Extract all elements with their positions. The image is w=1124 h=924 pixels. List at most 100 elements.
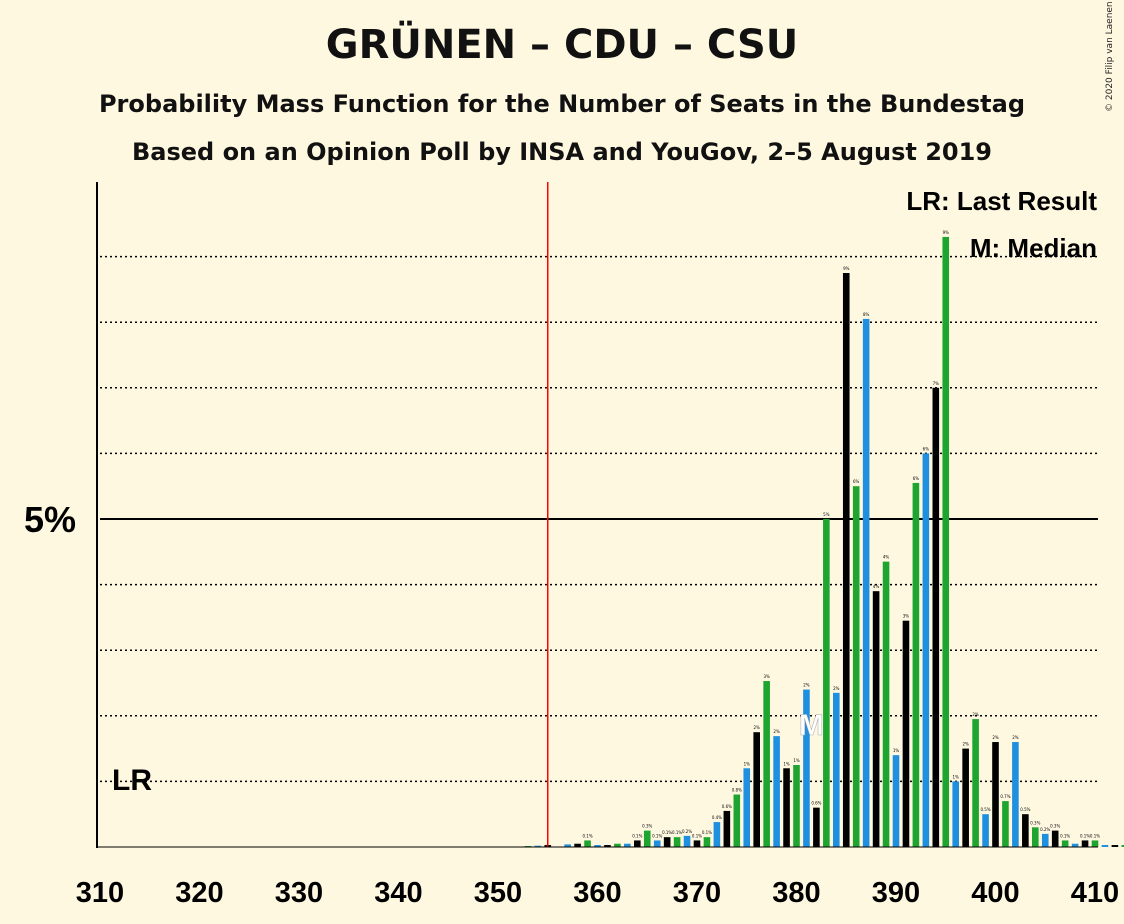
bar-seat-359: [584, 840, 591, 847]
bar-value-label: 1%: [783, 761, 790, 766]
axes: [96, 182, 1098, 848]
bar-seat-402: [1012, 742, 1019, 847]
bar-value-label: 5%: [823, 512, 830, 517]
bar-seat-393: [922, 453, 930, 847]
x-tick-label: 400: [971, 877, 1019, 909]
chart-source-note: Based on an Opinion Poll by INSA and You…: [131, 138, 992, 166]
bar-value-label: 2%: [803, 683, 810, 688]
bar-seat-391: [902, 620, 910, 847]
bar-seat-388: [872, 591, 880, 847]
bar-value-label: 0.7%: [1000, 794, 1010, 799]
bar-seat-376: [753, 732, 760, 847]
x-tick-label: 360: [573, 877, 621, 909]
bar-value-label: 0.3%: [1030, 820, 1040, 825]
bar-value-label: 0.1%: [692, 833, 702, 838]
last-result-marker: LR: [112, 764, 152, 797]
legend-median: M: Median: [970, 233, 1097, 263]
bar-seat-404: [1032, 827, 1039, 847]
bar-value-label: 0.1%: [662, 830, 672, 835]
bar-value-label: 0.8%: [732, 788, 742, 793]
bar-value-label: 0.1%: [652, 833, 662, 838]
bar-value-label: 7%: [933, 381, 940, 386]
bar-seat-401: [1002, 801, 1009, 847]
bar-seat-360: [594, 845, 601, 847]
x-tick-label: 410: [1071, 877, 1119, 909]
bar-value-label: 1%: [744, 761, 751, 766]
bar-seat-394: [932, 387, 940, 847]
median-marker: M: [799, 709, 824, 742]
bar-seat-389: [882, 561, 890, 847]
bar-seat-409: [1081, 840, 1089, 847]
bar-seat-362: [614, 843, 621, 847]
bar-seat-398: [972, 719, 979, 847]
bar-value-label: 8%: [863, 312, 870, 317]
bar-value-label: 0.1%: [1060, 833, 1070, 838]
bar-seat-406: [1051, 830, 1059, 847]
bar-value-label: 1%: [953, 774, 960, 779]
bar-seat-392: [912, 482, 920, 847]
bar-seat-413: [1121, 845, 1124, 847]
x-tick-label: 340: [374, 877, 422, 909]
bar-value-label: 3%: [763, 674, 770, 679]
bar-value-label: 0.2%: [682, 829, 692, 834]
bar-seat-367: [663, 837, 671, 847]
bar-value-label: 0.1%: [1080, 833, 1090, 838]
bar-value-label: 0.1%: [582, 833, 592, 838]
bar-seat-361: [604, 845, 611, 847]
bar-value-label: 0.6%: [722, 804, 732, 809]
x-tick-label: 350: [474, 877, 522, 909]
bar-value-label: 3%: [903, 614, 910, 619]
bar-seat-403: [1022, 814, 1029, 847]
bar-value-label: 0.6%: [811, 801, 821, 806]
x-tick-label: 330: [275, 877, 323, 909]
bar-seat-385: [842, 273, 850, 847]
bar-value-label: 2%: [833, 686, 840, 691]
bar-seat-368: [673, 837, 681, 847]
bar-seat-372: [713, 822, 721, 847]
bar-value-label: 0.4%: [712, 815, 722, 820]
bar-seat-366: [653, 840, 661, 847]
bar-seat-396: [952, 781, 959, 847]
x-tick-label: 370: [673, 877, 721, 909]
bar-seat-390: [892, 755, 900, 847]
bar-value-label: 2%: [773, 729, 780, 734]
bar-value-label: 0.3%: [642, 824, 652, 829]
bar-seat-374: [733, 794, 741, 847]
bar-seat-399: [982, 814, 989, 847]
bar-seat-364: [634, 840, 641, 847]
bar-seat-381: [803, 689, 810, 847]
bar-value-label: 2%: [992, 735, 999, 740]
bar-value-label: 4%: [883, 555, 890, 560]
bar-seat-412: [1111, 845, 1119, 847]
bar-seat-373: [723, 810, 731, 847]
bar-value-label: 6%: [853, 479, 860, 484]
bar-seat-371: [703, 837, 711, 847]
chart-subtitle: Probability Mass Function for the Number…: [98, 90, 1026, 118]
bar-seat-370: [693, 840, 701, 847]
bar-seat-357: [564, 844, 571, 847]
bar-seat-408: [1071, 843, 1079, 847]
bar-value-label: 0.1%: [1090, 833, 1100, 838]
legend-last-result: LR: Last Result: [906, 186, 1097, 216]
bar-seat-395: [942, 236, 950, 848]
bar-seat-387: [862, 318, 870, 847]
tick-labels: LR M 310 320 330 340 350 360 370 380 390 400 410 5% LR…: [24, 186, 1119, 909]
bar-seat-380: [793, 765, 800, 847]
bar-value-label: 0.1%: [672, 830, 682, 835]
bar-seat-377: [763, 681, 770, 847]
x-tick-label: 380: [772, 877, 820, 909]
bar-seat-354: [534, 845, 542, 847]
bar-value-label: 1%: [893, 748, 900, 753]
x-tick-label: 320: [175, 877, 223, 909]
bar-seat-369: [683, 835, 691, 847]
bar-seat-407: [1061, 840, 1069, 847]
bar-seat-375: [743, 768, 751, 847]
x-tick-label: 310: [76, 877, 124, 909]
bar-seat-358: [574, 843, 581, 847]
bar-value-label: 4%: [873, 584, 880, 589]
bar-value-label: 9%: [943, 230, 950, 235]
bar-seat-386: [852, 486, 860, 847]
bar-seat-411: [1101, 845, 1109, 847]
bar-seat-378: [773, 736, 780, 847]
